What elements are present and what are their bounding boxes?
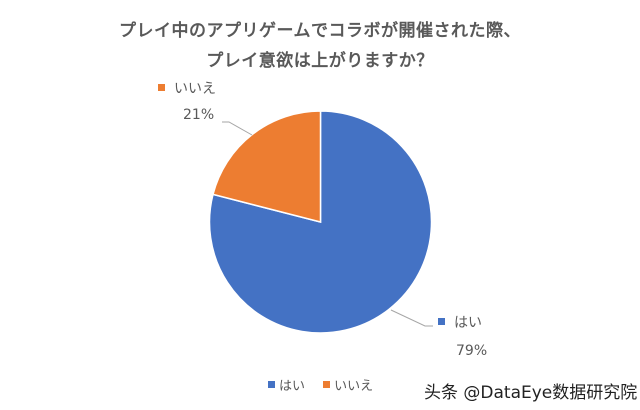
legend-swatch-yes [268, 381, 275, 388]
data-label-no-name: いいえ [174, 81, 216, 97]
data-label-no: いいえ [158, 78, 216, 98]
pie-slices [208, 110, 433, 334]
data-label-yes-name: はい [454, 315, 482, 331]
legend-label-no: いいえ [334, 379, 374, 394]
legend-item-yes: はい [268, 375, 305, 394]
chart-title-line-1: プレイ中のアプリゲームでコラボが開催された際、 [119, 21, 521, 41]
swatch-yes [438, 317, 445, 325]
data-label-yes-pct: 79% [456, 343, 488, 359]
pie-slice-no [212, 110, 322, 223]
swatch-no [158, 83, 165, 91]
legend-label-yes: はい [279, 379, 306, 394]
data-label-no-pct: 21% [183, 107, 215, 123]
legend-item-no: いいえ [323, 375, 373, 394]
leader-line-no [222, 121, 253, 136]
chart-legend: はい いいえ [268, 375, 387, 394]
leader-line-yes [390, 309, 433, 327]
chart-title-line-2: プレイ意欲は上がりますか？ [206, 51, 434, 71]
watermark: 头条 @DataEye数据研究院 [424, 383, 638, 403]
legend-swatch-no [323, 381, 331, 388]
data-label-yes: はい [438, 312, 482, 332]
